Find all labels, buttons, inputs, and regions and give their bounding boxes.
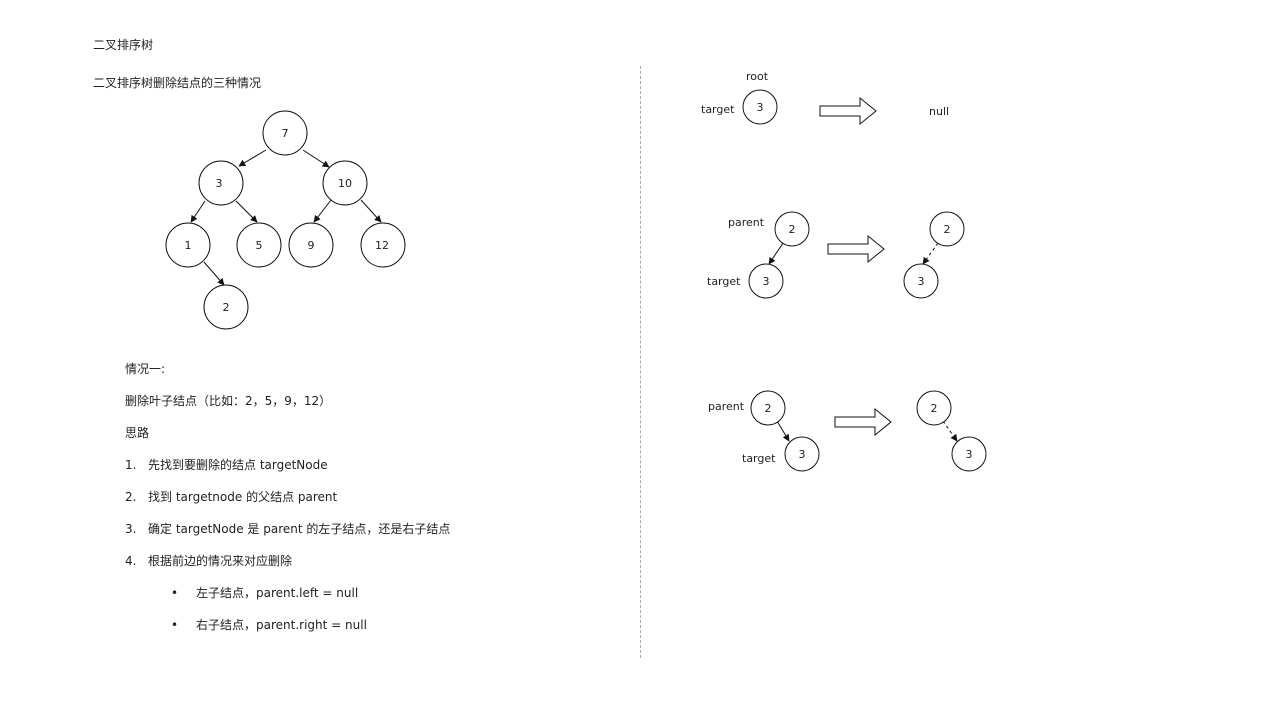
step-4: 4. 根据前边的情况来对应删除: [125, 553, 292, 569]
bullet-right-child: • 右子结点，parent.right = null: [171, 617, 367, 633]
tree-node-9: 9: [288, 222, 334, 268]
example-1: root target 3 null: [701, 70, 949, 126]
parent-node-label: 2: [765, 402, 772, 415]
node-label: 7: [282, 127, 289, 140]
example-3: parent target 2 3 2 3: [708, 390, 987, 472]
edge-7-3: [238, 149, 267, 167]
transform-arrow: [827, 234, 885, 264]
node-label: 12: [375, 239, 389, 252]
step-1: 1. 先找到要删除的结点 targetNode: [125, 457, 328, 473]
tree-node-12: 12: [360, 222, 406, 268]
node-label: 3: [216, 177, 223, 190]
edge-3-1: [190, 200, 206, 223]
step-number: 1.: [125, 458, 137, 472]
tree-node-2: 2: [203, 284, 249, 330]
target-node: [748, 263, 784, 299]
target-node-label: 3: [799, 448, 806, 461]
target-label: target: [742, 452, 776, 465]
edge-10-9: [313, 199, 332, 223]
tree-node-10: 10: [322, 160, 368, 206]
parent-label: parent: [708, 400, 745, 413]
result-child-label: 3: [918, 275, 925, 288]
parent-node-label: 2: [789, 223, 796, 236]
edge-10-12: [360, 199, 382, 223]
bullet-left-child: • 左子结点，parent.left = null: [171, 585, 358, 601]
example-2: parent target 2 3 2 3: [707, 211, 965, 299]
edge-1-2: [203, 261, 225, 286]
target-label: target: [701, 103, 735, 116]
step-number: 4.: [125, 554, 137, 568]
tree-node-7: 7: [262, 110, 308, 156]
target-node-label: 3: [757, 101, 764, 114]
edge-7-10: [302, 149, 330, 168]
step-2: 2. 找到 targetnode 的父结点 parent: [125, 489, 337, 505]
step-3: 3. 确定 targetNode 是 parent 的左子结点，还是右子结点: [125, 521, 450, 537]
target-node-label: 3: [763, 275, 770, 288]
dashed-edge: [922, 242, 939, 265]
result-child-node: [903, 263, 939, 299]
tree-node-1: 1: [165, 222, 211, 268]
edge-parent-target: [768, 242, 784, 265]
parent-label: parent: [728, 216, 765, 229]
edge-parent-target: [776, 420, 790, 442]
step-text: 根据前边的情况来对应删除: [148, 554, 293, 568]
node-label: 5: [256, 239, 263, 252]
result-child-node: [951, 436, 987, 472]
case-label: 情况一:: [125, 362, 166, 376]
idea-label: 思路: [125, 426, 150, 440]
bullet-mark: •: [171, 618, 179, 632]
node-label: 9: [308, 239, 315, 252]
bullet-mark: •: [171, 586, 179, 600]
edge-3-5: [235, 200, 258, 223]
tree-edges: [190, 149, 382, 286]
target-label: target: [707, 275, 741, 288]
result-parent-label: 2: [944, 223, 951, 236]
result-child-label: 3: [966, 448, 973, 461]
page-title: 二叉排序树: [93, 38, 154, 52]
step-text: 找到 targetnode 的父结点 parent: [148, 490, 338, 504]
bullet-text: 左子结点，parent.left = null: [196, 586, 359, 600]
leaf-delete-text: 删除叶子结点（比如：2，5，9，12）: [125, 394, 332, 408]
step-text: 先找到要删除的结点 targetNode: [148, 458, 328, 472]
parent-node: [750, 390, 786, 426]
transform-arrow: [819, 96, 877, 126]
page-subtitle: 二叉排序树删除结点的三种情况: [93, 76, 262, 90]
result-parent-label: 2: [931, 402, 938, 415]
target-node: [742, 89, 778, 125]
node-label: 2: [223, 301, 230, 314]
tree-node-5: 5: [236, 222, 282, 268]
dashed-edge: [942, 420, 958, 442]
section-divider: [640, 66, 641, 658]
node-label: 10: [338, 177, 352, 190]
bullet-text: 右子结点，parent.right = null: [196, 618, 367, 632]
result-parent-node: [929, 211, 965, 247]
result-parent-node: [916, 390, 952, 426]
step-number: 2.: [125, 490, 137, 504]
node-label: 1: [185, 239, 192, 252]
result-null: null: [929, 105, 949, 118]
target-node: [784, 436, 820, 472]
root-label: root: [746, 70, 769, 83]
step-text: 确定 targetNode 是 parent 的左子结点，还是右子结点: [148, 522, 451, 536]
transform-arrow: [834, 407, 892, 437]
parent-node: [774, 211, 810, 247]
tree-node-3: 3: [198, 160, 244, 206]
step-number: 3.: [125, 522, 137, 536]
